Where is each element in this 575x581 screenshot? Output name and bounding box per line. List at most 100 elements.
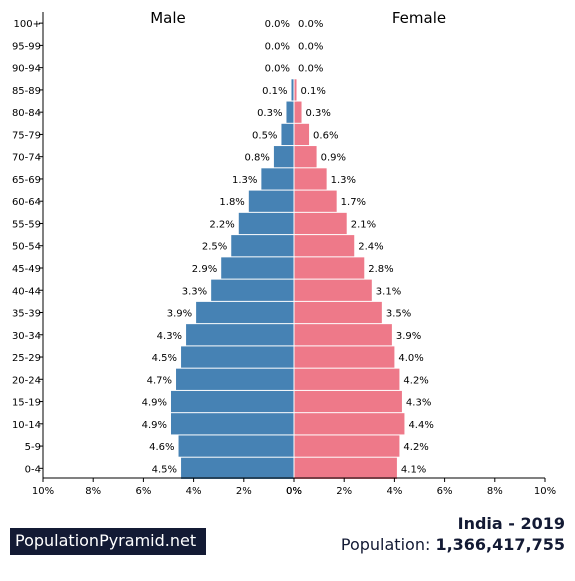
age-group-label: 25-29: [12, 353, 41, 364]
female-bar: [294, 390, 402, 413]
country-year: India - 2019: [457, 514, 565, 533]
age-group-label: 55-59: [12, 219, 41, 230]
male-bar: [286, 101, 294, 123]
age-group-label: 10-14: [12, 420, 41, 431]
labels: Male Female 100+ 0.0% 0.0% 95-99 0.0% 0.0% 90-94…: [12, 9, 556, 497]
female-bar: [294, 413, 405, 435]
female-bar: [294, 190, 337, 212]
male-value-label: 4.9%: [142, 420, 167, 431]
male-bar: [186, 324, 294, 346]
female-value-label: 4.3%: [406, 398, 431, 409]
female-bar: [294, 79, 297, 101]
x-tick-label: 2%: [336, 486, 352, 497]
population-pyramid-chart: Male Female 100+ 0.0% 0.0% 95-99 0.0% 0.0% 90-94…: [12, 9, 556, 497]
female-value-label: 4.2%: [403, 375, 428, 386]
age-group-label: 95-99: [12, 41, 41, 52]
x-tick-label: 2%: [236, 486, 252, 497]
x-tick-label: 4%: [386, 486, 402, 497]
population-line: Population: 1,366,417,755: [341, 534, 565, 556]
female-bar: [294, 457, 397, 479]
age-group-label: 90-94: [12, 64, 41, 75]
population-label: Population:: [340, 535, 431, 554]
female-bar: [294, 301, 382, 324]
country-info: India - 2019 Population: 1,366,417,755: [341, 514, 565, 556]
x-tick-label: 10%: [534, 486, 556, 497]
female-value-label: 0.9%: [321, 153, 346, 164]
female-bar: [294, 257, 365, 279]
male-series-label: Male: [150, 9, 186, 27]
male-bar: [178, 435, 294, 457]
x-tick-label: 4%: [186, 486, 202, 497]
x-tick-label: 8%: [487, 486, 503, 497]
male-value-label: 3.9%: [167, 309, 192, 320]
age-group-label: 20-24: [12, 375, 41, 386]
axes: [39, 12, 546, 482]
x-tick-label: 8%: [85, 486, 101, 497]
male-value-label: 2.9%: [192, 264, 217, 275]
female-value-label: 4.4%: [408, 420, 433, 431]
female-bar: [294, 346, 395, 368]
male-value-label: 4.3%: [157, 331, 182, 342]
age-group-label: 45-49: [12, 264, 41, 275]
age-group-label: 70-74: [12, 153, 41, 164]
male-value-label: 3.3%: [182, 286, 207, 297]
male-value-label: 4.9%: [142, 398, 167, 409]
female-value-label: 3.9%: [396, 331, 421, 342]
female-bar: [294, 368, 400, 390]
male-value-label: 0.0%: [265, 64, 290, 75]
male-bars: [171, 79, 294, 479]
male-bar: [291, 79, 294, 101]
female-bar: [294, 146, 317, 168]
female-value-label: 0.3%: [306, 108, 331, 119]
age-group-label: 75-79: [12, 130, 41, 141]
male-value-label: 0.8%: [245, 153, 270, 164]
male-bar: [231, 235, 294, 257]
age-group-label: 15-19: [12, 398, 41, 409]
male-bar: [273, 146, 294, 168]
male-value-label: 4.5%: [152, 464, 177, 475]
female-value-label: 0.6%: [313, 130, 338, 141]
male-value-label: 2.2%: [209, 219, 234, 230]
female-bar: [294, 212, 347, 235]
male-value-label: 0.3%: [257, 108, 282, 119]
female-bar: [294, 324, 392, 346]
female-series-label: Female: [392, 9, 446, 27]
female-value-label: 4.0%: [398, 353, 423, 364]
female-bar: [294, 279, 372, 301]
female-value-label: 4.1%: [401, 464, 426, 475]
male-value-label: 4.6%: [149, 442, 174, 453]
male-value-label: 4.7%: [147, 375, 172, 386]
female-value-label: 1.7%: [341, 197, 366, 208]
female-value-label: 3.1%: [376, 286, 401, 297]
female-value-label: 2.8%: [368, 264, 393, 275]
age-group-label: 30-34: [12, 331, 41, 342]
female-bar: [294, 435, 400, 457]
female-value-label: 2.1%: [351, 219, 376, 230]
x-tick-label: 0%: [286, 486, 302, 497]
male-bar: [281, 123, 294, 146]
age-group-label: 60-64: [12, 197, 41, 208]
male-bar: [171, 413, 294, 435]
male-value-label: 0.0%: [265, 19, 290, 30]
site-brand[interactable]: PopulationPyramid.net: [10, 528, 207, 555]
x-tick-label: 6%: [135, 486, 151, 497]
male-bar: [221, 257, 294, 279]
male-value-label: 1.8%: [219, 197, 244, 208]
male-bar: [211, 279, 294, 301]
male-bar: [181, 346, 294, 368]
male-bar: [196, 301, 294, 324]
male-bar: [176, 368, 294, 390]
age-group-label: 5-9: [25, 442, 41, 453]
female-value-label: 0.0%: [298, 41, 323, 52]
age-group-label: 65-69: [12, 175, 41, 186]
male-bar: [261, 168, 294, 190]
female-value-label: 0.0%: [298, 64, 323, 75]
male-bar: [171, 390, 294, 413]
male-bar: [238, 212, 294, 235]
male-value-label: 1.3%: [232, 175, 257, 186]
x-tick-label: 10%: [32, 486, 54, 497]
female-bar: [294, 235, 355, 257]
female-value-label: 2.4%: [358, 242, 383, 253]
male-bar: [248, 190, 294, 212]
male-value-label: 0.1%: [262, 86, 287, 97]
